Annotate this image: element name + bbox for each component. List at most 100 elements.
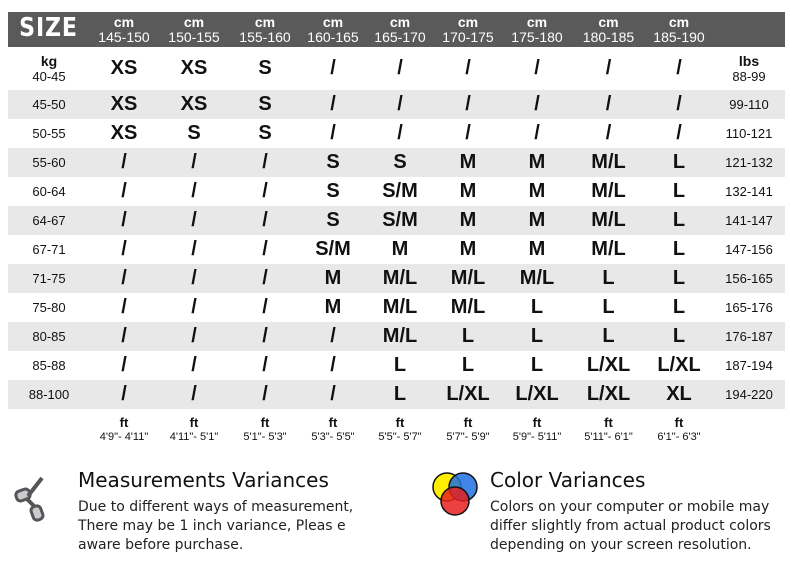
size-cell: / [90, 148, 158, 177]
header-spacer [713, 12, 785, 47]
size-cell: / [158, 264, 230, 293]
table-row: 45-50 XS XS S / / / / //99-110 [8, 90, 785, 119]
color-circles-icon [432, 472, 478, 516]
kg-cell: 88-100 [8, 380, 90, 409]
size-cell: S/M [315, 238, 351, 260]
size-cell: / [262, 238, 268, 260]
size-cell: M [391, 238, 409, 260]
lbs-cell: 176-187 [713, 322, 785, 351]
lbs-cell: 156-165 [713, 264, 785, 293]
measurement-title: Measurements Variances [78, 468, 329, 492]
size-cell: / [300, 322, 366, 351]
note-line: There may be 1 inch variance, Pleas e [78, 518, 346, 534]
table-row: 64-67// / S S/M M M M/L L 141-147 [8, 206, 785, 235]
size-cell: / [262, 180, 268, 202]
size-cell: L [645, 264, 713, 293]
size-cell: L [461, 354, 475, 376]
table-row: 50-55 XS S S / / / / / / 110-121 [8, 119, 785, 148]
size-cell: L [366, 380, 434, 409]
table-row: kg 40-45 XS XS S / / / / / / lbs 88-99 [8, 47, 785, 90]
feet-cell: ft 4'9"- 4'11" [90, 409, 158, 451]
lbs-cell: 187-194 [725, 358, 773, 373]
size-cell: XS [110, 57, 138, 79]
size-cell: M/L [572, 206, 645, 235]
size-cell: / [572, 90, 645, 119]
table-row: 71-75// / M M/L M/L M/L L L 156-165 [8, 264, 785, 293]
size-cell: S [258, 122, 272, 144]
lbs-cell: 99-110 [713, 90, 785, 119]
size-cell: / [191, 296, 197, 318]
note-line: depending on your screen resolution. [490, 537, 752, 553]
empty-cell [8, 409, 90, 451]
kg-cell: 71-75 [8, 264, 90, 293]
height-column-header: cm 150-155 [158, 12, 230, 47]
size-cell: / [191, 238, 197, 260]
note-line: differ slightly from actual product colo… [490, 518, 771, 534]
size-cell: M/L [366, 264, 434, 293]
empty-cell [713, 409, 785, 451]
size-cell: / [330, 122, 336, 144]
size-logo: SIZE [8, 12, 90, 47]
size-cell: / [330, 57, 336, 79]
size-cell: M [502, 148, 572, 177]
table-row: 55-60// / S S M M M/L L 121-132 [8, 148, 785, 177]
note-line: Colors on your computer or mobile may [490, 499, 770, 515]
size-cell: L [572, 322, 645, 351]
size-cell: M [459, 180, 477, 202]
size-cell: XS [180, 57, 208, 79]
size-cell: L [602, 296, 615, 318]
size-cell: M [528, 180, 546, 202]
size-cell: / [262, 354, 268, 376]
size-cell: S [187, 122, 201, 144]
lbs-cell: 165-176 [725, 300, 773, 315]
lbs-cell: lbs 88-99 [732, 52, 766, 84]
lbs-cell: 194-220 [713, 380, 785, 409]
table-row: 88-100// / / L L/XL L/XL L/XL XL 194-220 [8, 380, 785, 409]
header-row: SIZE cm 145-150 cm 150-155 cm 155-160 cm 160-16… [8, 12, 785, 47]
note-line: Due to different ways of measurement, [78, 499, 354, 515]
feet-cell: ft 5'9"- 5'11" [502, 409, 572, 451]
size-cell: L [645, 206, 713, 235]
table-row: 85-88 / / / / L L L L/XL L/XL 187-194 [8, 351, 785, 380]
feet-cell: ft 6'1"- 6'3" [645, 409, 713, 451]
size-cell: / [465, 57, 471, 79]
size-cell: / [121, 296, 127, 318]
feet-cell: ft 5'1"- 5'3" [230, 409, 300, 451]
size-cell: L/XL [657, 354, 701, 376]
feet-cell: ft 5'5"- 5'7" [366, 409, 434, 451]
size-cell: S [300, 148, 366, 177]
size-cell: / [434, 90, 502, 119]
kg-cell: 85-88 [32, 358, 66, 373]
feet-cell: ft 4'11"- 5'1" [158, 409, 230, 451]
size-cell: / [676, 57, 682, 79]
kg-cell: 55-60 [8, 148, 90, 177]
table-row: 60-64 / / / S S/M M M M/L L 132-141 [8, 177, 785, 206]
height-column-header: cm 185-190 [645, 12, 713, 47]
size-cell: M/L [591, 238, 626, 260]
size-cell: / [158, 206, 230, 235]
size-cell: L [530, 354, 544, 376]
lbs-cell: 141-147 [713, 206, 785, 235]
size-cell: L [645, 148, 713, 177]
size-cell: S/M [366, 206, 434, 235]
note-line: aware before purchase. [78, 537, 244, 553]
size-cell: L/XL [586, 354, 631, 376]
size-cell: / [191, 354, 197, 376]
table-row: 80-85// / / M/L L L L L 176-187 [8, 322, 785, 351]
feet-cell: ft 5'3"- 5'5" [300, 409, 366, 451]
feet-row: ft 4'9"- 4'11" ft 4'11"- 5'1" ft 5'1"- 5'3" ft… [8, 409, 785, 451]
size-cell: L/XL [572, 380, 645, 409]
size-cell: XS [110, 122, 138, 144]
kg-cell: 80-85 [8, 322, 90, 351]
size-cell: / [230, 380, 300, 409]
size-cell: L [393, 354, 407, 376]
size-cell: L [434, 322, 502, 351]
size-cell: XS [90, 90, 158, 119]
height-column-header: cm 175-180 [502, 12, 572, 47]
size-cell: / [90, 380, 158, 409]
table-row: 75-80 / / / M M/L M/L L L L 165-176 [8, 293, 785, 322]
size-cell: / [300, 380, 366, 409]
size-cell: M/L [366, 322, 434, 351]
lbs-cell: 132-141 [725, 184, 773, 199]
size-cell: S [300, 206, 366, 235]
